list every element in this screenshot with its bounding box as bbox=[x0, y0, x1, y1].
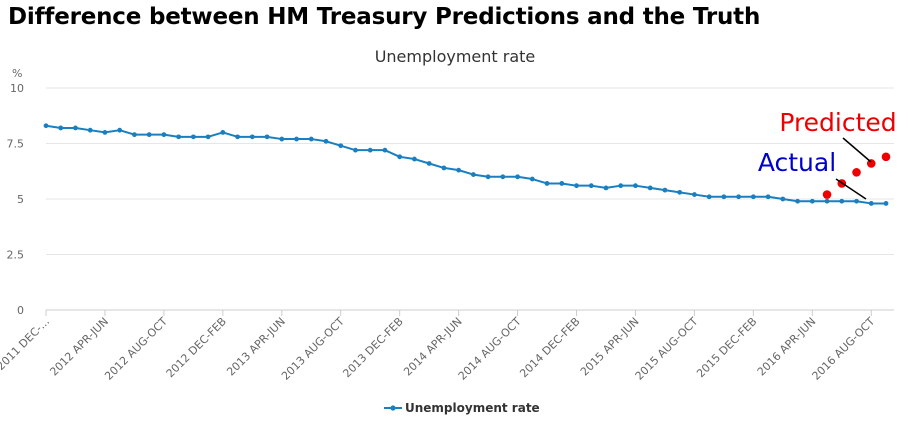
x-tick-label: 2012 AUG-OCT bbox=[102, 315, 170, 383]
data-point[interactable] bbox=[736, 194, 742, 200]
data-point[interactable] bbox=[588, 183, 594, 189]
x-tick-label: 2013 AUG-OCT bbox=[279, 315, 347, 383]
x-tick-label: 2015 APR-JUN bbox=[578, 315, 642, 379]
y-tick-label: 5 bbox=[17, 193, 24, 206]
data-point[interactable] bbox=[795, 198, 800, 204]
data-point[interactable] bbox=[721, 194, 727, 200]
data-point[interactable] bbox=[426, 161, 432, 166]
data-point[interactable] bbox=[117, 127, 123, 133]
data-point[interactable] bbox=[146, 132, 152, 138]
data-point[interactable] bbox=[308, 136, 314, 142]
chart-title: Unemployment rate bbox=[375, 47, 536, 66]
data-point[interactable] bbox=[809, 198, 815, 204]
data-point[interactable] bbox=[662, 187, 668, 193]
predicted-point[interactable] bbox=[852, 168, 861, 177]
data-point[interactable] bbox=[367, 147, 373, 153]
data-point[interactable] bbox=[839, 198, 845, 204]
y-tick-label: 10 bbox=[10, 82, 24, 95]
data-point[interactable] bbox=[441, 165, 447, 171]
page-title: Difference between HM Treasury Predictio… bbox=[8, 4, 761, 30]
x-tick-label: 2014 AUG-OCT bbox=[456, 315, 524, 383]
data-point[interactable] bbox=[382, 147, 388, 153]
x-tick-label: 2013 APR-JUN bbox=[224, 315, 288, 379]
data-point[interactable] bbox=[868, 201, 874, 206]
x-tick-label: 2013 DEC-FEB bbox=[340, 315, 405, 380]
data-point[interactable] bbox=[883, 201, 889, 206]
data-point[interactable] bbox=[73, 125, 78, 131]
data-point[interactable] bbox=[220, 130, 226, 135]
data-point[interactable] bbox=[338, 143, 344, 149]
annotations: Predicted Actual bbox=[758, 108, 897, 200]
data-point[interactable] bbox=[559, 181, 565, 186]
data-point[interactable] bbox=[43, 123, 49, 129]
x-tick-label: 2015 AUG-OCT bbox=[633, 315, 701, 383]
data-point[interactable] bbox=[205, 134, 211, 140]
data-point[interactable] bbox=[397, 154, 403, 160]
legend-label: Unemployment rate bbox=[405, 401, 540, 415]
series-line bbox=[45, 124, 886, 205]
data-point[interactable] bbox=[102, 130, 108, 135]
data-point[interactable] bbox=[574, 183, 579, 189]
data-point[interactable] bbox=[529, 176, 535, 182]
data-point[interactable] bbox=[294, 136, 299, 142]
x-tick-label: 2012 APR-JUN bbox=[47, 315, 111, 379]
y-tick-label: 2.5 bbox=[7, 249, 25, 262]
data-point[interactable] bbox=[750, 194, 756, 200]
data-point[interactable] bbox=[176, 134, 182, 140]
data-point[interactable] bbox=[544, 181, 550, 186]
x-tick-label: 2011 DEC-... bbox=[0, 315, 52, 373]
data-point[interactable] bbox=[58, 125, 64, 131]
data-point[interactable] bbox=[780, 196, 786, 202]
data-point[interactable] bbox=[618, 183, 624, 189]
data-point[interactable] bbox=[323, 138, 329, 144]
data-point[interactable] bbox=[603, 185, 609, 191]
data-point[interactable] bbox=[633, 183, 638, 189]
y-tick-label: 7.5 bbox=[7, 138, 25, 151]
predicted-annotation: Predicted bbox=[779, 108, 896, 137]
data-point[interactable] bbox=[692, 192, 697, 197]
data-point[interactable] bbox=[412, 156, 417, 162]
y-axis-ticks: 0 2.5 5 7.5 10 bbox=[7, 82, 25, 317]
data-point[interactable] bbox=[161, 132, 167, 138]
x-tick-label: 2012 DEC-FEB bbox=[164, 315, 229, 380]
unemployment-series bbox=[43, 123, 889, 206]
data-point[interactable] bbox=[765, 194, 771, 200]
grid-lines bbox=[46, 87, 894, 311]
y-tick-label: 0 bbox=[17, 304, 24, 317]
data-point[interactable] bbox=[515, 174, 520, 180]
actual-pointer bbox=[835, 178, 867, 200]
data-point[interactable] bbox=[500, 174, 506, 180]
data-point[interactable] bbox=[87, 127, 93, 133]
predicted-pointer bbox=[842, 137, 872, 163]
y-axis-unit: % bbox=[12, 67, 22, 80]
data-point[interactable] bbox=[677, 189, 683, 195]
data-point[interactable] bbox=[824, 198, 830, 204]
data-point[interactable] bbox=[470, 172, 476, 177]
x-tick-label: 2016 APR-JUN bbox=[755, 315, 819, 379]
x-tick-label: 2016 AUG-OCT bbox=[810, 315, 878, 383]
actual-annotation: Actual bbox=[758, 148, 836, 177]
predicted-point[interactable] bbox=[822, 190, 832, 199]
data-point[interactable] bbox=[353, 147, 358, 153]
data-point[interactable] bbox=[249, 134, 255, 140]
x-tick-label: 2015 DEC-FEB bbox=[694, 315, 759, 380]
predicted-point[interactable] bbox=[881, 152, 891, 162]
legend[interactable]: Unemployment rate bbox=[384, 401, 540, 415]
data-point[interactable] bbox=[647, 185, 653, 191]
data-point[interactable] bbox=[264, 134, 270, 140]
data-point[interactable] bbox=[279, 136, 285, 142]
data-point[interactable] bbox=[485, 174, 491, 180]
data-point[interactable] bbox=[854, 198, 859, 204]
x-tick-label: 2014 APR-JUN bbox=[401, 315, 465, 379]
data-point[interactable] bbox=[456, 167, 462, 173]
x-tick-label: 2014 DEC-FEB bbox=[517, 315, 582, 380]
data-point[interactable] bbox=[190, 134, 196, 140]
data-point[interactable] bbox=[235, 134, 240, 140]
data-point[interactable] bbox=[132, 132, 137, 138]
legend-marker bbox=[390, 405, 396, 411]
data-point[interactable] bbox=[706, 194, 712, 200]
